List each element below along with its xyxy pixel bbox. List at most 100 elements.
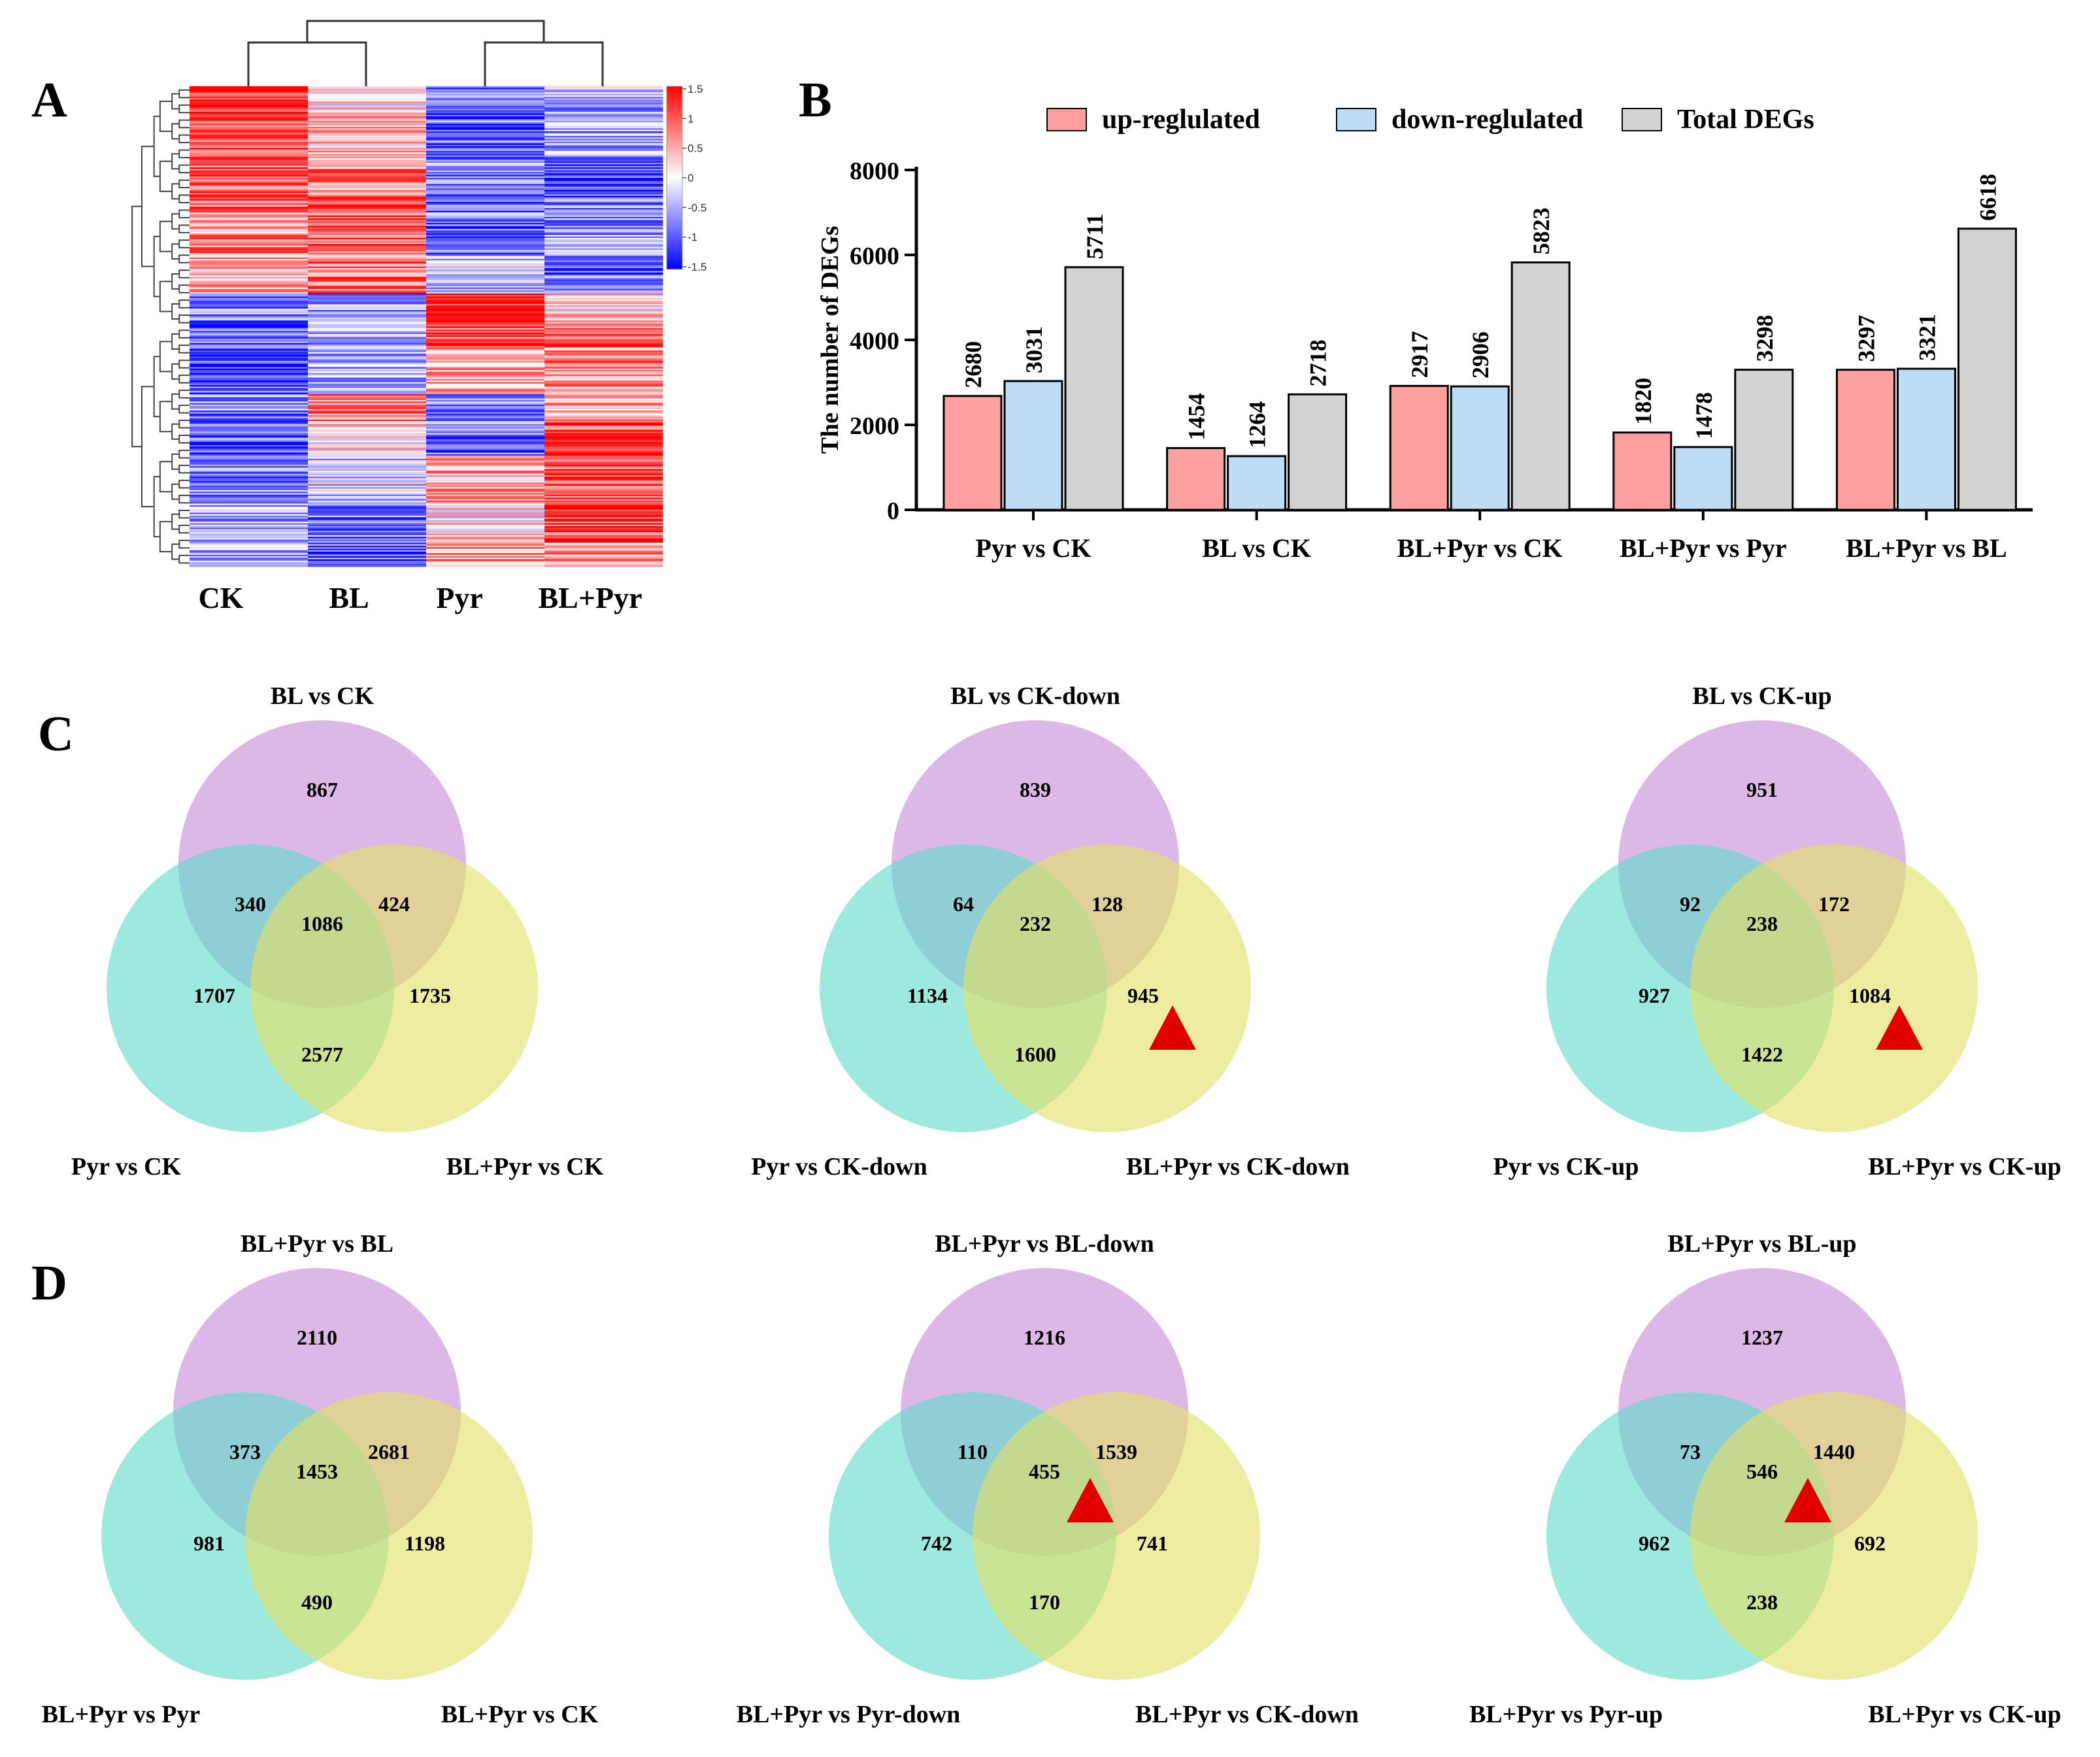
heatmap-cell [426, 497, 545, 500]
heatmap-cell [308, 444, 427, 447]
heatmap-cell [426, 259, 545, 261]
heatmap-cell [544, 292, 663, 294]
heatmap-cell [426, 469, 545, 471]
heatmap-cell [308, 522, 427, 524]
heatmap-cell [544, 523, 663, 526]
heatmap-cell [544, 532, 663, 534]
heatmap-cell [426, 535, 545, 537]
heatmap-cell [190, 452, 308, 455]
dendrogram-branch [153, 235, 160, 297]
heatmap-cell [190, 403, 308, 405]
heatmap-cell [426, 473, 545, 476]
heatmap-cell [308, 119, 427, 122]
heatmap-cell [190, 393, 308, 396]
heatmap-cell [426, 284, 545, 286]
heatmap-cell [544, 311, 663, 314]
heatmap-cell [308, 319, 427, 321]
heatmap-cell [544, 129, 663, 132]
heatmap-cell [190, 496, 308, 498]
heatmap-cell [190, 239, 308, 241]
bar-value-label: 5711 [1082, 214, 1108, 259]
heatmap-cell [308, 514, 427, 516]
heatmap-cell [190, 509, 308, 512]
heatmap-cell [190, 295, 308, 297]
heatmap-cell [190, 548, 308, 551]
heatmap-cell [426, 203, 545, 205]
heatmap-cell [308, 377, 427, 380]
heatmap-cell [308, 223, 427, 225]
heatmap-cell [190, 552, 308, 554]
heatmap-cell [544, 280, 663, 282]
heatmap-cell [544, 353, 663, 356]
heatmap-cell [190, 197, 308, 199]
heatmap-cell [544, 363, 663, 366]
heatmap-cell [544, 176, 663, 178]
heatmap-cell [544, 400, 663, 402]
heatmap-cell [426, 167, 545, 169]
heatmap-cell [190, 150, 308, 153]
heatmap-cell [544, 541, 663, 543]
heatmap-cell [426, 290, 545, 293]
legend-swatch [1622, 108, 1662, 131]
heatmap-cell [426, 141, 545, 144]
heatmap-cell [190, 244, 308, 246]
heatmap-cell [308, 466, 427, 468]
heatmap-cell [190, 392, 308, 395]
heatmap-cell [308, 563, 427, 566]
heatmap-cell [544, 492, 663, 494]
heatmap-cell [544, 180, 663, 183]
heatmap-cell [544, 401, 663, 404]
heatmap-cell [544, 251, 663, 254]
heatmap-cell [544, 241, 663, 243]
heatmap-cell [426, 367, 545, 369]
heatmap-cell [426, 252, 545, 255]
heatmap-cell [544, 527, 663, 529]
heatmap-cell [544, 134, 663, 137]
dendrogram-branch [159, 220, 173, 252]
heatmap-cell [190, 154, 308, 156]
heatmap-cell [544, 370, 663, 372]
heatmap-cell [308, 254, 427, 256]
heatmap-cell [308, 178, 427, 180]
heatmap-cell [308, 393, 427, 396]
heatmap-cell [308, 496, 427, 498]
heatmap-cell [308, 337, 427, 339]
heatmap-cell [308, 360, 427, 361]
heatmap-cell [544, 407, 663, 410]
heatmap-cell [308, 419, 427, 422]
heatmap-cell [308, 92, 427, 94]
heatmap-cell [308, 146, 427, 148]
heatmap-cell [308, 116, 427, 118]
heatmap-cell [308, 378, 427, 381]
heatmap-cell [426, 152, 545, 154]
heatmap-cell [190, 259, 308, 261]
heatmap-cell [426, 353, 545, 356]
bar-category-label: Pyr vs CK [975, 533, 1091, 563]
heatmap-cell [426, 344, 545, 346]
heatmap-cell [308, 188, 427, 190]
heatmap-cell [308, 358, 427, 360]
heatmap-cell [544, 171, 663, 174]
heatmap-cell [544, 289, 663, 291]
heatmap-cell [544, 143, 663, 145]
venn-count: 1084 [1849, 984, 1891, 1007]
heatmap-cell [308, 346, 427, 348]
heatmap-cell [544, 101, 663, 103]
legend-swatch [1046, 108, 1087, 131]
heatmap-cell [190, 421, 308, 423]
heatmap-cell [544, 520, 663, 522]
heatmap-cell [426, 257, 545, 259]
heatmap-cell [426, 307, 545, 309]
heatmap-cell [426, 457, 545, 460]
heatmap-cell [190, 460, 308, 462]
heatmap-cell [308, 415, 427, 417]
heatmap-cell [308, 442, 427, 444]
heatmap-cell [190, 427, 308, 429]
heatmap-cell [190, 331, 308, 333]
heatmap-cell [308, 481, 427, 483]
heatmap-cell [190, 175, 308, 177]
heatmap-cell [190, 370, 308, 372]
heatmap-cell [544, 352, 663, 354]
heatmap-cell [426, 363, 545, 366]
heatmap-cell [544, 456, 663, 458]
